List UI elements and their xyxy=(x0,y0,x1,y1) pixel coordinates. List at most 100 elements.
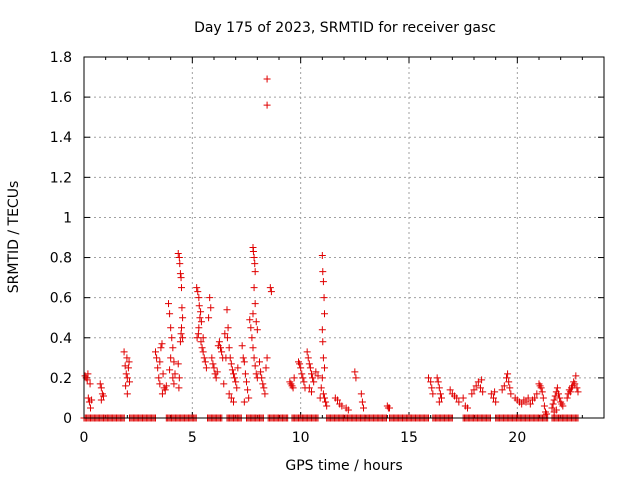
data-point-marker xyxy=(159,370,167,378)
data-point-marker xyxy=(161,386,169,394)
data-point-marker xyxy=(548,404,556,412)
data-point-marker xyxy=(198,344,206,352)
data-point-marker xyxy=(241,370,249,378)
y-tick-label: 0.6 xyxy=(50,291,72,307)
data-point-marker xyxy=(166,366,174,374)
data-point-marker xyxy=(250,254,258,262)
data-point-marker xyxy=(234,364,242,372)
data-point-marker xyxy=(243,378,250,386)
data-point-marker xyxy=(498,386,506,394)
data-point-marker xyxy=(500,382,508,390)
data-point-marker xyxy=(208,354,216,362)
data-point-marker xyxy=(323,402,331,410)
data-point-marker xyxy=(299,374,307,382)
data-point-marker xyxy=(470,386,478,394)
data-point-marker xyxy=(126,378,133,386)
data-point-marker xyxy=(249,310,257,318)
data-point-marker xyxy=(479,388,487,396)
data-point-marker xyxy=(226,354,234,362)
data-point-marker xyxy=(120,348,128,356)
data-point-marker xyxy=(213,368,221,376)
data-point-marker xyxy=(334,396,341,404)
data-point-marker xyxy=(308,370,315,378)
data-point-marker xyxy=(319,354,327,362)
data-point-marker xyxy=(571,380,579,388)
data-point-marker xyxy=(563,394,571,402)
data-point-marker xyxy=(238,342,246,350)
data-point-marker xyxy=(386,404,393,412)
data-point-marker xyxy=(539,394,547,402)
data-point-marker xyxy=(296,360,304,368)
data-point-marker xyxy=(319,338,327,346)
data-point-marker xyxy=(306,364,314,372)
data-point-marker xyxy=(320,294,328,302)
data-point-marker xyxy=(258,374,266,382)
data-point-marker xyxy=(260,384,268,392)
data-point-marker xyxy=(122,382,130,390)
data-point-marker xyxy=(310,378,318,386)
data-point-marker xyxy=(555,390,562,398)
data-point-marker xyxy=(300,378,308,386)
data-point-marker xyxy=(338,402,346,410)
data-point-marker xyxy=(227,360,235,368)
data-point-marker xyxy=(178,284,185,292)
data-points xyxy=(80,75,582,422)
data-point-marker xyxy=(434,378,442,386)
data-point-marker xyxy=(357,390,365,398)
data-point-marker xyxy=(427,378,435,386)
data-point-marker xyxy=(504,370,512,378)
data-point-marker xyxy=(205,314,213,322)
data-point-marker xyxy=(156,358,164,366)
data-point-marker xyxy=(194,288,202,296)
data-point-marker xyxy=(174,250,182,258)
data-point-marker xyxy=(436,390,444,398)
data-point-marker xyxy=(178,324,185,332)
data-point-marker xyxy=(344,406,352,414)
data-point-marker xyxy=(162,382,170,390)
data-point-marker xyxy=(209,360,217,368)
data-point-marker xyxy=(304,354,312,362)
data-point-marker xyxy=(425,374,432,382)
data-point-marker xyxy=(193,334,201,342)
chart-title: Day 175 of 2023, SRMTID for receiver gas… xyxy=(194,20,496,36)
data-point-marker xyxy=(263,101,271,109)
data-point-marker xyxy=(537,384,545,392)
data-point-marker xyxy=(253,326,261,334)
data-point-marker xyxy=(170,358,178,366)
data-point-marker xyxy=(322,398,330,406)
data-point-marker xyxy=(197,308,205,316)
data-point-marker xyxy=(550,396,558,404)
data-point-marker xyxy=(317,384,325,392)
data-point-marker xyxy=(227,394,235,402)
data-point-marker xyxy=(559,402,567,410)
data-point-marker xyxy=(492,398,500,406)
data-point-marker xyxy=(531,394,539,402)
data-point-marker xyxy=(155,374,163,382)
data-point-marker xyxy=(96,380,104,388)
data-point-marker xyxy=(433,374,441,382)
data-point-marker xyxy=(459,394,467,402)
data-point-marker xyxy=(297,364,305,372)
y-tick-label: 1.2 xyxy=(50,170,72,186)
data-point-marker xyxy=(221,330,229,338)
data-point-marker xyxy=(177,274,185,282)
data-point-marker xyxy=(83,376,91,384)
data-point-marker xyxy=(168,334,176,342)
data-point-marker xyxy=(154,364,162,372)
data-point-marker xyxy=(86,380,94,388)
data-point-marker xyxy=(263,75,271,83)
data-point-marker xyxy=(171,370,179,378)
data-point-marker xyxy=(572,372,580,380)
data-point-marker xyxy=(263,354,271,362)
data-point-marker xyxy=(212,374,220,382)
data-point-marker xyxy=(309,374,317,382)
data-point-marker xyxy=(248,334,256,342)
data-point-marker xyxy=(249,248,257,256)
data-point-marker xyxy=(305,360,313,368)
data-point-marker xyxy=(193,284,201,292)
data-point-marker xyxy=(153,354,161,362)
data-point-marker xyxy=(199,334,207,342)
data-point-marker xyxy=(318,252,326,260)
y-tick-label: 1.6 xyxy=(50,90,72,106)
